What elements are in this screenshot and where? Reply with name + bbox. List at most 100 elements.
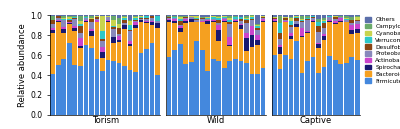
Bar [155,15,160,16]
Bar [238,17,243,19]
Bar [117,36,121,40]
Bar [56,22,61,65]
Bar [67,15,72,17]
Bar [89,22,94,29]
Bar [349,30,354,34]
Bar [272,21,277,22]
Bar [305,18,310,19]
Bar [122,29,127,66]
Bar [133,25,138,28]
Bar [355,24,360,29]
Bar [189,22,194,62]
Bar [305,15,310,16]
Bar [78,38,83,46]
Bar [222,68,227,115]
Bar [78,33,83,38]
Bar [89,16,94,18]
Bar [172,21,177,23]
Bar [211,22,216,59]
Bar [117,40,121,42]
Bar [167,16,172,17]
Bar [72,31,77,65]
Bar [128,44,132,46]
Bar [250,74,254,115]
Bar [294,24,299,27]
Bar [206,15,210,17]
Bar [316,43,321,44]
Bar [278,54,282,68]
Bar [261,18,265,19]
Bar [189,15,194,16]
Bar [62,19,66,20]
Bar [111,15,116,16]
Bar [67,20,72,22]
Bar [89,18,94,19]
Bar [322,15,326,18]
Bar [144,18,149,19]
Bar [94,16,99,17]
Bar [316,44,321,48]
Bar [278,16,282,23]
Bar [84,22,88,45]
Bar [216,18,221,20]
Bar [78,46,83,48]
Bar [211,17,216,19]
Bar [278,15,282,16]
Bar [67,17,72,19]
Bar [178,28,182,32]
Bar [194,22,199,41]
Bar [333,21,338,23]
Bar [344,20,348,22]
Bar [111,27,116,29]
Bar [349,20,354,23]
Bar [100,41,105,47]
Bar [238,24,243,25]
Bar [222,17,227,18]
Bar [327,15,332,16]
Bar [294,21,299,24]
Bar [355,17,360,20]
Bar [100,15,105,16]
Bar [89,48,94,115]
Bar [128,31,132,41]
Bar [222,18,227,19]
Bar [216,23,221,25]
Bar [62,33,66,59]
Bar [62,20,66,27]
Bar [128,30,132,31]
Bar [50,74,55,115]
Bar [172,15,177,17]
Bar [333,19,338,21]
Bar [122,25,127,29]
Bar [272,18,277,19]
Bar [67,43,72,115]
Bar [62,18,66,19]
Bar [172,18,177,19]
Bar [183,16,188,17]
Bar [300,73,304,115]
Bar [349,57,354,115]
Bar [316,26,321,32]
Bar [233,59,238,115]
Bar [211,59,216,115]
Bar [150,16,154,18]
Bar [94,59,99,115]
Bar [117,18,121,24]
Bar [344,63,348,115]
Bar [62,29,66,33]
Bar [72,28,77,31]
Bar [139,20,144,22]
Bar [167,15,172,16]
Bar [255,35,260,40]
Bar [200,17,204,18]
Bar [233,21,238,22]
Bar [128,21,132,25]
Bar [178,44,182,115]
Bar [349,34,354,57]
Bar [133,21,138,22]
Bar [117,42,121,63]
Bar [128,41,132,44]
Bar [300,28,304,36]
Bar [183,18,188,19]
Bar [89,15,94,16]
